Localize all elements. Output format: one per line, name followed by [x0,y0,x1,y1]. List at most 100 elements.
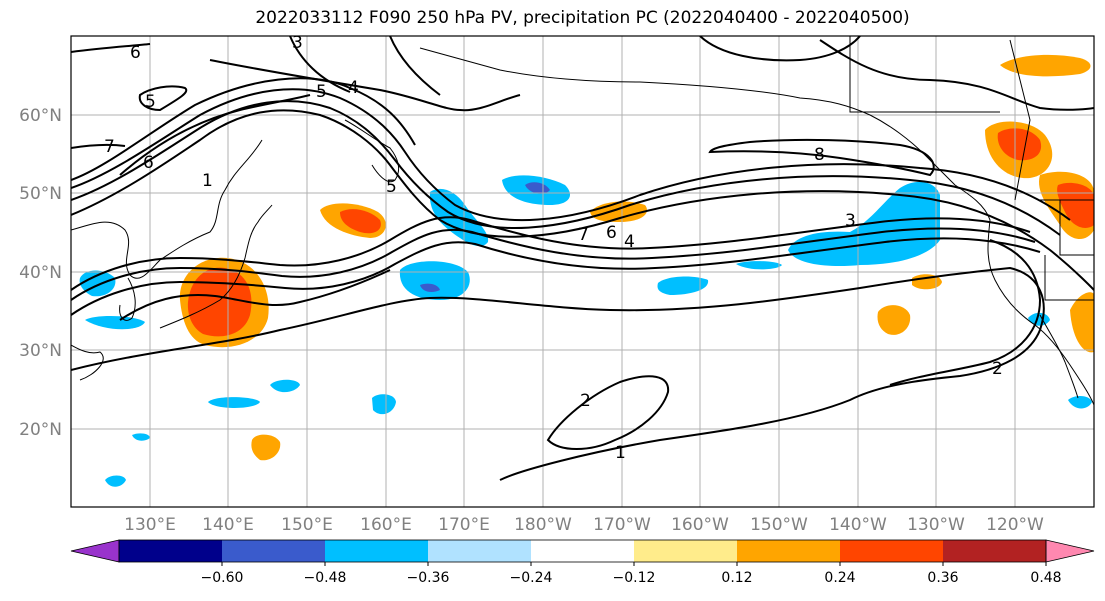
contour-label: 8 [814,145,825,165]
pv-contour-8 [389,36,441,96]
colorbar-tick-label: −0.36 [407,570,450,586]
colorbar-tick-label: −0.24 [510,570,553,586]
coast-greenland-west [849,36,1000,113]
pv-contour-18 [71,143,126,149]
pv-contour-4 [71,77,416,181]
contour-label: 6 [130,43,141,63]
precip-positive-18n-145e [251,434,281,461]
precip-strong-negative-50n-180 [525,182,550,194]
map-frame [70,35,1095,508]
colorbar: −0.60 −0.48 −0.36 −0.24 −0.12 0.12 0.24 0.36 0.4… [70,539,1095,586]
precip-negative-18n-135e [132,433,150,441]
colorbar-extend-high [1045,539,1095,563]
pv-contour-6 [209,59,521,112]
lat-label-40n: 40°N [19,263,62,283]
pv-contour-21 [699,36,861,62]
contour-label: 4 [348,78,359,98]
precip-negative-38n-160w [657,276,709,295]
precip-negative-21n-165e [372,394,396,415]
precip-negative-40n-150w [736,261,782,270]
contour-label: 4 [624,232,635,252]
colorbar-segment [325,540,429,562]
pv-contour-7 [289,36,351,93]
colorbar-tick-label: 0.36 [927,570,958,586]
longitude-labels: 130°E 140°E 150°E 160°E 170°E 180°W 170°… [124,515,1044,535]
colorbar-extend-low [70,539,120,563]
contour-label: 1 [202,171,213,191]
pv-contour-15 [889,239,1042,386]
coast-korea [119,277,136,321]
pv-contour-16 [708,138,935,177]
contour-label: 2 [992,359,1003,379]
colorbar-segment [840,540,944,562]
pv-contour-3 [71,88,1071,222]
coast-alaska [419,47,956,186]
coast-canada-border [1009,39,1031,201]
contour-label: 5 [145,92,156,112]
coast-us-states [1044,200,1094,301]
pv-contour-9 [71,216,1031,291]
contour-label: 3 [292,33,303,53]
lon-label-150e: 150°E [281,515,333,535]
lon-label-180: 180°W [514,515,572,535]
contour-labels: 6 3 5 4 5 7 6 1 5 8 3 7 6 4 2 2 1 [104,33,1003,463]
lon-label-140e: 140°E [202,515,254,535]
precip-strong-bc [997,128,1042,161]
lon-label-150w: 150°W [750,515,808,535]
precip-strong-negative-40n-170e [420,283,440,293]
pv-contour-14 [546,375,670,450]
colorbar-outline [118,539,1047,563]
contour-label: 6 [606,223,617,243]
map-title: 2022033112 F090 250 hPa PV, precipitatio… [255,8,910,28]
map-panel: 6 3 5 4 5 7 6 1 5 8 3 7 6 4 2 2 1 60°N 5… [19,33,1095,535]
coast-japan [159,204,273,329]
precip-negative-26n-150e [270,379,300,393]
lat-label-60n: 60°N [19,106,62,126]
colorbar-segment [943,540,1047,562]
colorbar-segment [119,540,223,562]
colorbar-tick-label: −0.48 [304,570,347,586]
precip-positive-sw-us [1070,292,1094,353]
lon-label-170w: 170°W [593,515,651,535]
pv-contour-2 [71,100,1061,236]
coastlines [71,36,1094,406]
lon-label-120w: 120°W [986,515,1044,535]
coast-asia-east [71,139,263,279]
precip-negative-23n-140e [208,397,260,408]
pv-contour-13 [71,266,1045,481]
colorbar-segment [428,540,532,562]
precipitation-shading [79,54,1094,487]
coast-china-south [71,344,104,381]
contour-label: 7 [578,225,589,245]
precip-positive-north-canada [1000,54,1091,77]
colorbar-tick-label: −0.60 [201,570,244,586]
contour-label: 5 [386,177,397,197]
pv-contour-20 [819,39,1094,111]
lat-label-30n: 30°N [19,341,62,361]
precip-positive-30n-145w [877,305,911,335]
lon-label-170e: 170°E [438,515,490,535]
lon-label-160w: 160°W [671,515,729,535]
lat-label-50n: 50°N [19,184,62,204]
contour-label: 7 [104,137,115,157]
lon-label-160e: 160°E [360,515,412,535]
contour-label: 3 [845,211,856,231]
precip-negative-22n-113w [1068,396,1092,409]
colorbar-segment [634,540,738,562]
lat-label-20n: 20°N [19,420,62,440]
contour-label: 5 [316,82,327,102]
pv-contour-17 [138,85,188,112]
precip-negative-40n-170e [399,261,470,300]
colorbar-segment [222,540,326,562]
colorbar-tick-label: 0.12 [721,570,752,586]
contour-label: 1 [615,443,626,463]
precip-strong-160e [340,209,381,234]
precip-strong-west-coast [1057,182,1094,228]
pv-contours [71,36,1094,481]
pv-contour-10 [71,227,1036,301]
lon-label-140w: 140°W [829,515,887,535]
pv-contour-11 [71,237,1041,316]
pv-contour-19 [71,43,151,53]
colorbar-tick-label: −0.12 [613,570,656,586]
